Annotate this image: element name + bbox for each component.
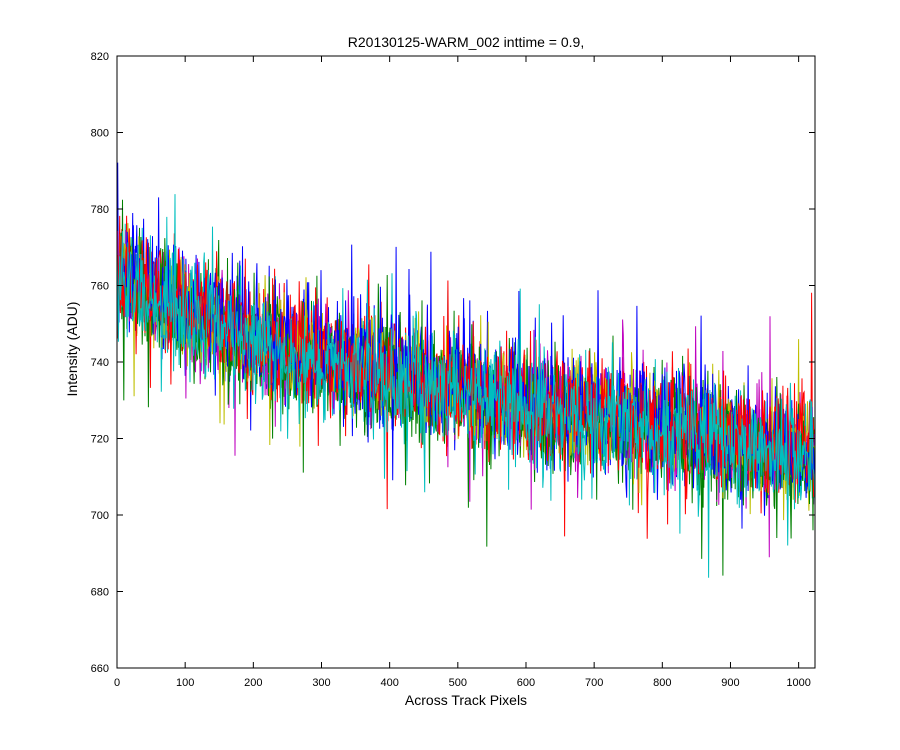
x-tick-label: 700 [585, 677, 603, 689]
x-tick-label: 900 [721, 677, 739, 689]
y-tick-label: 740 [91, 357, 109, 369]
x-tick-label: 100 [176, 677, 194, 689]
y-tick-label: 720 [91, 434, 109, 446]
y-axis-title: Intensity (ADU) [64, 302, 80, 397]
y-tick-label: 680 [91, 587, 109, 599]
x-tick-label: 600 [517, 677, 535, 689]
chart-title: R20130125-WARM_002 inttime = 0.9, [348, 34, 584, 50]
y-tick-label: 660 [91, 663, 109, 675]
y-tick-label: 780 [91, 204, 109, 216]
x-axis-title: Across Track Pixels [405, 692, 527, 708]
series-line [116, 194, 816, 578]
x-tick-label: 500 [449, 677, 467, 689]
x-tick-label: 0 [114, 677, 120, 689]
series-layer [116, 162, 816, 578]
tick-layer: 0 100 200 300 400 500 600 700 800 900 1000 660 680 70… [91, 51, 815, 689]
y-tick-label: 760 [91, 281, 109, 293]
x-tick-label: 1000 [786, 677, 810, 689]
y-tick-label: 820 [91, 51, 109, 63]
x-tick-label: 400 [380, 677, 398, 689]
y-tick-label: 700 [91, 510, 109, 522]
x-tick-label: 300 [312, 677, 330, 689]
x-tick-label: 800 [653, 677, 671, 689]
y-tick-label: 800 [91, 128, 109, 140]
x-tick-label: 200 [244, 677, 262, 689]
